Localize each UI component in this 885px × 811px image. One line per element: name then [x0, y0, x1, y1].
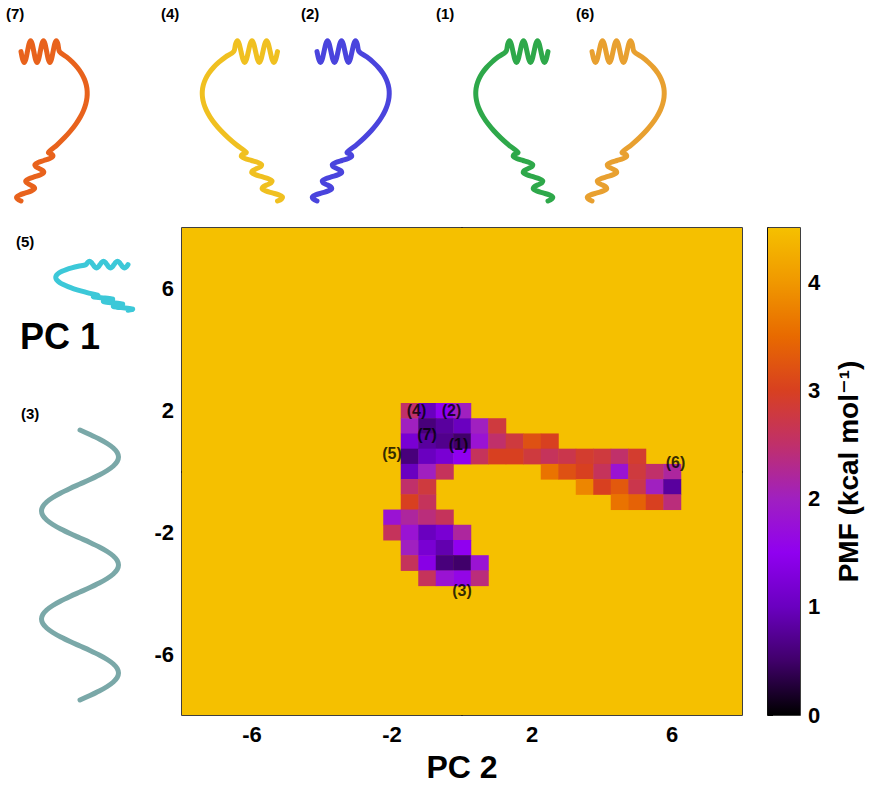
- svg-text:3: 3: [808, 378, 820, 403]
- svg-text:1: 1: [808, 594, 820, 619]
- svg-text:2: 2: [162, 398, 174, 423]
- svg-text:PMF (kcal mol⁻¹): PMF (kcal mol⁻¹): [833, 361, 864, 583]
- svg-text:PC 2: PC 2: [426, 749, 497, 785]
- svg-text:(4): (4): [407, 402, 427, 419]
- svg-text:(4): (4): [161, 5, 179, 22]
- svg-text:(5): (5): [382, 445, 402, 462]
- svg-text:2: 2: [808, 486, 820, 511]
- svg-text:-6: -6: [242, 722, 262, 747]
- svg-text:(7): (7): [417, 426, 437, 443]
- svg-text:(6): (6): [576, 5, 594, 22]
- svg-text:(3): (3): [452, 582, 472, 599]
- svg-text:2: 2: [526, 722, 538, 747]
- svg-text:PC 1: PC 1: [20, 316, 100, 357]
- svg-text:-2: -2: [382, 722, 402, 747]
- svg-text:(3): (3): [21, 405, 39, 422]
- svg-text:4: 4: [808, 270, 821, 295]
- svg-text:0: 0: [808, 703, 820, 728]
- svg-text:(2): (2): [442, 402, 462, 419]
- svg-text:(2): (2): [301, 5, 319, 22]
- svg-text:6: 6: [162, 276, 174, 301]
- svg-text:(1): (1): [449, 436, 469, 453]
- svg-text:(6): (6): [666, 454, 686, 471]
- svg-text:(7): (7): [6, 5, 24, 22]
- svg-text:(1): (1): [436, 5, 454, 22]
- svg-text:-2: -2: [154, 520, 174, 545]
- svg-text:-6: -6: [154, 642, 174, 667]
- svg-text:6: 6: [666, 722, 678, 747]
- svg-text:(5): (5): [16, 233, 34, 250]
